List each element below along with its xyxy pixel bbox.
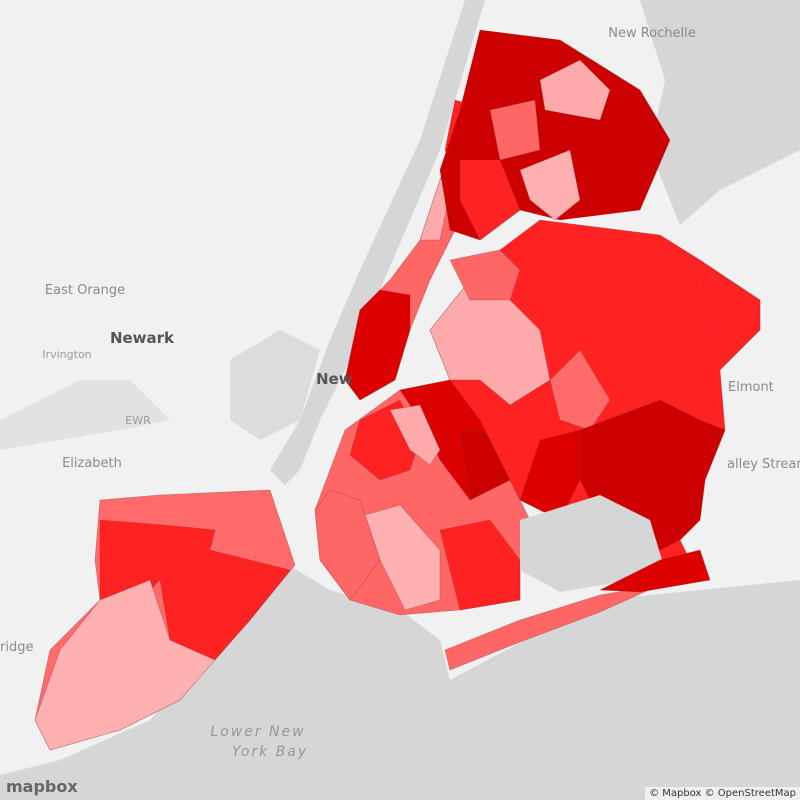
staten-island [34, 489, 296, 751]
place-label: New Rochelle [608, 26, 696, 41]
queens [429, 219, 761, 591]
rockaway-east [598, 549, 711, 593]
place-label: Irvington [42, 348, 91, 361]
logo[interactable]: mapbox [6, 777, 78, 796]
place-label: East Orange [45, 283, 125, 298]
place-label: Newark [110, 329, 175, 347]
place-label: New [316, 370, 353, 388]
water-label: York Bay [232, 744, 308, 760]
place-label: ridge [0, 640, 33, 655]
place-label: EWR [125, 414, 151, 427]
water-label: Lower New [210, 724, 305, 740]
place-label: Elizabeth [62, 456, 122, 471]
place-label: alley Stream [727, 457, 800, 472]
place-label: Elmont [728, 380, 774, 395]
rockaway [444, 584, 661, 671]
jamaica-bay [520, 495, 665, 592]
bronx [439, 29, 671, 241]
attribution[interactable]: © Mapbox © OpenStreetMap [645, 787, 800, 800]
